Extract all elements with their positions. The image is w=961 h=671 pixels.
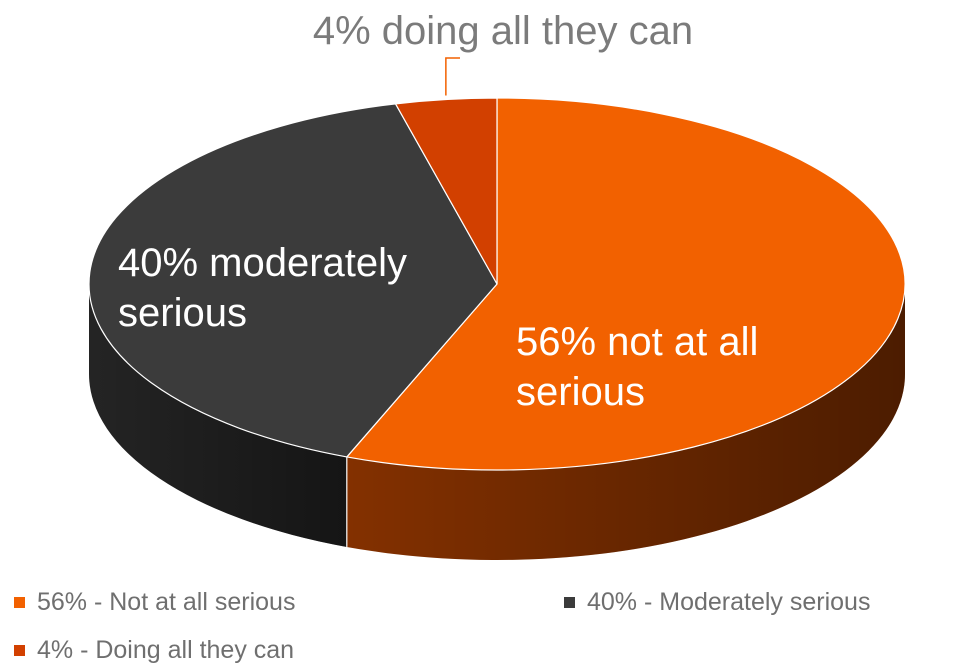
data-label-56-not-at-all-serious: 56% not at all serious — [516, 320, 758, 414]
pie-slice-40-moderately-serious — [88, 103, 498, 458]
pie-tops — [88, 97, 906, 471]
data-label-4-doing-all-they-can: 4% doing all they can — [313, 9, 693, 53]
pie-data-labels: 56% not at all serious 40% moderately serio… — [118, 9, 758, 414]
pie-sides — [89, 284, 905, 560]
pie-side-shade — [346, 284, 905, 560]
pie-slice-56-not-at-all-serious — [346, 97, 906, 471]
data-label-40-moderately-serious: 40% moderately serious — [118, 241, 407, 335]
leader-line — [445, 57, 460, 96]
pie-side-shade — [89, 284, 347, 547]
pie-slice-4-doing-all-they-can — [394, 97, 498, 285]
